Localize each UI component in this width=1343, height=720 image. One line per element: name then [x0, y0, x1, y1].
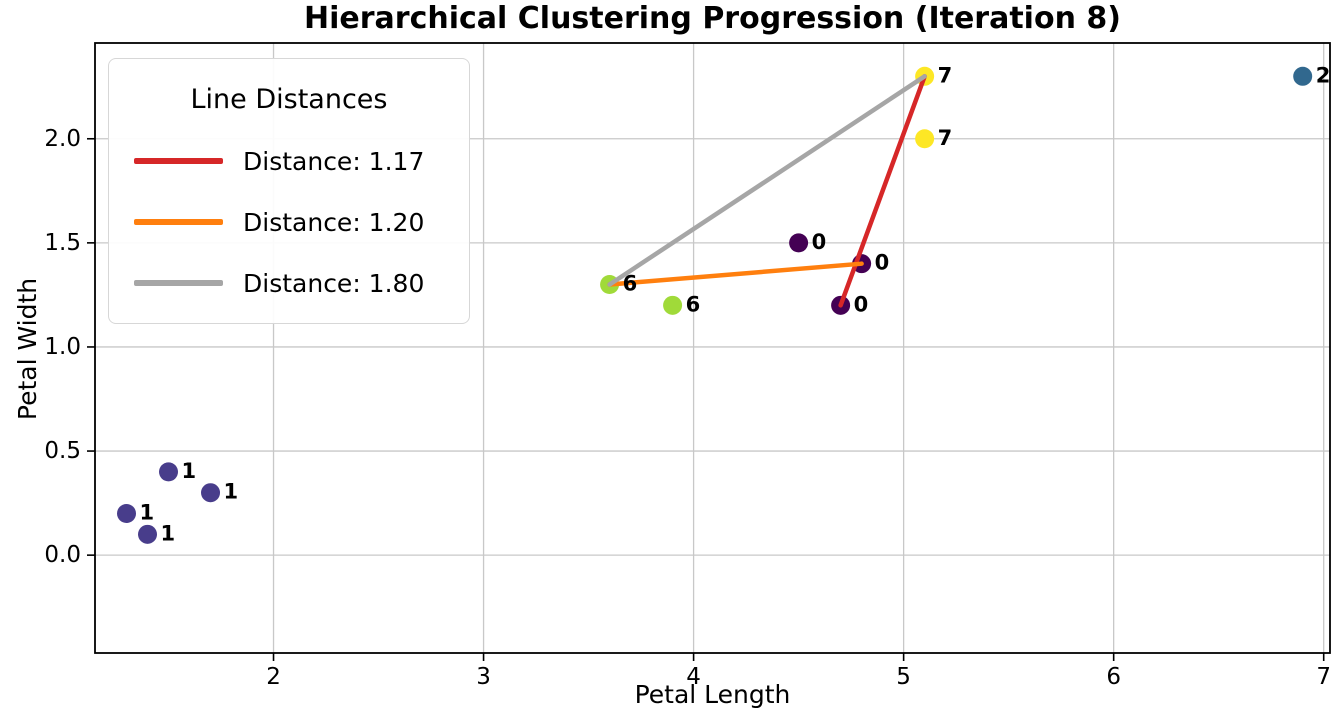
data-point-cluster-1 — [159, 462, 179, 482]
point-cluster-label: 0 — [854, 292, 869, 316]
legend-title: Line Distances — [190, 84, 388, 115]
point-cluster-label: 1 — [140, 501, 155, 525]
legend-entry-distance-3: Distance: 1.80 — [134, 268, 424, 298]
y-tick-label: 2.0 — [44, 126, 81, 152]
data-point-cluster-1 — [117, 504, 137, 524]
distance-line-1.17 — [838, 74, 927, 308]
data-point-cluster-2 — [1293, 66, 1313, 86]
legend-entry-label: Distance: 1.80 — [243, 268, 425, 298]
point-cluster-label: 2 — [1316, 63, 1331, 87]
legend: Line Distances Distance: 1.17 Distance: … — [108, 58, 470, 324]
point-cluster-label: 1 — [224, 480, 239, 504]
legend-entry-label: Distance: 1.17 — [243, 146, 425, 176]
legend-line-swatch-gray — [134, 280, 223, 286]
data-point-cluster-7 — [915, 129, 935, 149]
point-cluster-label: 1 — [161, 521, 176, 545]
x-tick-label: 7 — [1316, 664, 1331, 690]
legend-entry-label: Distance: 1.20 — [243, 207, 425, 237]
legend-line-swatch-orange — [134, 219, 223, 225]
distance-line-1.20 — [607, 261, 864, 287]
y-tick-label: 0.5 — [44, 438, 81, 464]
y-axis-label: Petal Width — [13, 277, 42, 421]
point-cluster-label: 6 — [623, 272, 638, 296]
point-cluster-label: 0 — [812, 230, 827, 254]
point-cluster-label: 7 — [938, 126, 953, 150]
y-tick-label: 1.0 — [44, 334, 81, 360]
data-point-cluster-1 — [201, 483, 221, 503]
data-point-cluster-6 — [663, 295, 683, 315]
x-tick-label: 3 — [476, 664, 491, 690]
distance-line-1.80 — [607, 74, 927, 287]
data-point-cluster-0 — [789, 233, 809, 253]
x-tick-label: 2 — [266, 664, 281, 690]
point-cluster-label: 7 — [938, 63, 953, 87]
point-cluster-label: 0 — [875, 251, 890, 275]
x-tick-label: 6 — [1106, 664, 1121, 690]
point-cluster-label: 1 — [182, 459, 197, 483]
plot-border — [94, 42, 1331, 654]
legend-line-swatch-red — [134, 158, 223, 164]
legend-entry-distance-1: Distance: 1.17 — [134, 146, 424, 176]
data-point-cluster-1 — [138, 524, 158, 544]
x-tick-label: 4 — [686, 664, 701, 690]
legend-entry-distance-2: Distance: 1.20 — [134, 207, 424, 237]
chart-title: Hierarchical Clustering Progression (Ite… — [304, 1, 1121, 36]
y-tick-label: 0.0 — [44, 542, 81, 568]
point-cluster-label: 6 — [686, 292, 701, 316]
x-tick-label: 5 — [896, 664, 911, 690]
x-axis-label: Petal Length — [634, 680, 791, 709]
y-tick-label: 1.5 — [44, 230, 81, 256]
